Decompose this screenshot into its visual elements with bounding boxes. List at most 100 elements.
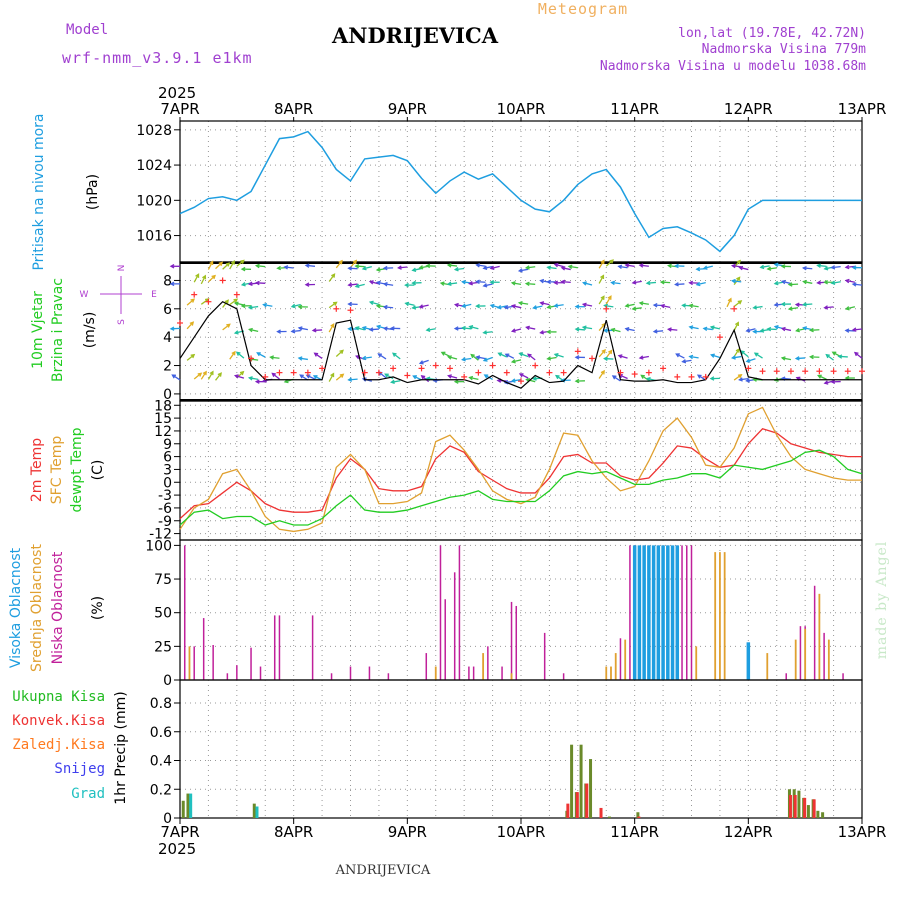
wind-arrow-head: [195, 273, 200, 278]
wind-arrow: [625, 328, 635, 332]
wind-arrow: [583, 282, 593, 286]
wind-arrow-head: [752, 329, 757, 334]
wind-arrow-head: [254, 280, 260, 286]
cloud-bar-mid: [804, 628, 807, 680]
wind-arrow: [476, 264, 486, 267]
wind-arrow: [711, 354, 721, 359]
top-date-label: 12APR: [724, 100, 773, 118]
wind-arrow: [490, 265, 500, 270]
wind-arrow: [455, 267, 465, 271]
wind-arrow-head: [347, 282, 353, 288]
wind-arrow-head: [510, 378, 516, 383]
wind-arrow-head: [773, 262, 779, 268]
wind-arrow-head: [780, 301, 786, 307]
precip-bar-total: [821, 812, 825, 818]
cloud-bar-low: [515, 605, 518, 680]
wind-arrow-head: [190, 298, 196, 303]
wind-speed-line: [179, 300, 862, 389]
wind-arrow-head: [446, 263, 452, 268]
wind-arrow-head: [574, 327, 580, 332]
wind-arrow-head: [283, 265, 289, 270]
wind-arrow-head: [640, 374, 645, 379]
wind-arrow-head: [752, 305, 758, 310]
wind-arrow-head: [688, 325, 694, 330]
wind-arrow-head: [830, 379, 836, 385]
y-tick-label: 3: [163, 462, 172, 478]
wind-arrow-head: [844, 306, 850, 311]
wind-arrow: [817, 264, 827, 268]
cloud-bar-low: [510, 601, 513, 680]
wind-arrow: [754, 352, 763, 359]
precip-bar-total: [589, 759, 593, 818]
wind-arrow: [469, 281, 479, 285]
wind-arrow: [598, 275, 604, 284]
wind-arrow: [448, 375, 458, 379]
wind-arrow-head: [695, 266, 701, 272]
wind-arrow-head: [217, 372, 222, 377]
wind-arrow: [328, 323, 335, 333]
wind-arrow: [236, 351, 245, 359]
wind-arrow-head: [254, 379, 260, 384]
y-tick-label: 0: [163, 673, 172, 689]
wind-arrow: [235, 374, 245, 379]
wind-arrow-head: [730, 355, 736, 360]
wind-arrow-head: [787, 306, 793, 311]
wind-arrow-head: [470, 353, 475, 359]
wind-arrow: [676, 353, 685, 359]
cloud-bar-mid: [827, 639, 830, 680]
wind-arrow: [256, 352, 266, 358]
wind-arrow-head: [475, 263, 481, 268]
wind-arrow: [370, 301, 380, 305]
wind-arrow: [222, 299, 229, 308]
y-tick-label: 0: [163, 387, 172, 403]
cloud-bar-mid: [614, 653, 617, 680]
wind-arrow: [306, 374, 316, 380]
wind-arrow: [831, 266, 841, 269]
wind-arrow-head: [397, 265, 402, 270]
bottom-year-label: 2025: [158, 840, 196, 858]
wind-arrow: [448, 356, 458, 360]
cloud-bar-mid: [510, 673, 513, 680]
wind-arrow-head: [468, 375, 474, 381]
wind-arrow: [249, 328, 259, 333]
wind-arrow-head: [527, 353, 532, 358]
wind-arrow-head: [330, 372, 335, 378]
wind-arrow: [554, 353, 564, 358]
wind-arrow-head: [816, 280, 821, 285]
footer-station: ANDRIJEVICA: [335, 863, 431, 878]
wind-arrow-head: [404, 282, 409, 288]
wind-arrow-head: [553, 280, 559, 285]
wind-arrow-head: [709, 325, 715, 330]
wind-arrow-head: [461, 279, 466, 285]
wind-arrow-head: [560, 266, 566, 271]
wind-arrow: [781, 377, 792, 380]
cloud-bar-high: [656, 545, 661, 680]
wind-arrow: [483, 283, 493, 287]
wind-arrow-head: [546, 356, 552, 361]
wind-arrow-head: [209, 370, 214, 376]
wind-arrow: [618, 354, 628, 359]
wind-arrow-head: [489, 279, 495, 285]
y-tick-label: 50: [154, 606, 172, 622]
wind-arrow-head: [368, 300, 374, 305]
top-date-label: 11APR: [610, 100, 659, 118]
wind-arrow: [697, 374, 707, 381]
precip-bar-total: [252, 803, 256, 818]
wind-arrow-head: [248, 327, 253, 333]
wind-arrow-head: [247, 281, 253, 287]
wind-arrow: [291, 303, 301, 308]
wind-arrow-head: [710, 353, 715, 358]
wind-arrow-head: [503, 304, 509, 310]
wind-arrow-head: [482, 357, 488, 362]
y-tick-label: 8: [163, 273, 172, 289]
wind-arrow-head: [382, 326, 388, 331]
wind-arrow-head: [425, 263, 431, 269]
cloud-bar-low: [453, 572, 456, 680]
wind-arrow: [568, 265, 578, 269]
cloud-bar-mid: [605, 666, 608, 680]
y-tick-label: 0.6: [150, 725, 172, 741]
cloud-bar-low: [212, 645, 214, 680]
wind-arrow-head: [695, 281, 701, 287]
wind-arrow-head: [652, 329, 658, 334]
wind-arrow-head: [546, 304, 552, 310]
